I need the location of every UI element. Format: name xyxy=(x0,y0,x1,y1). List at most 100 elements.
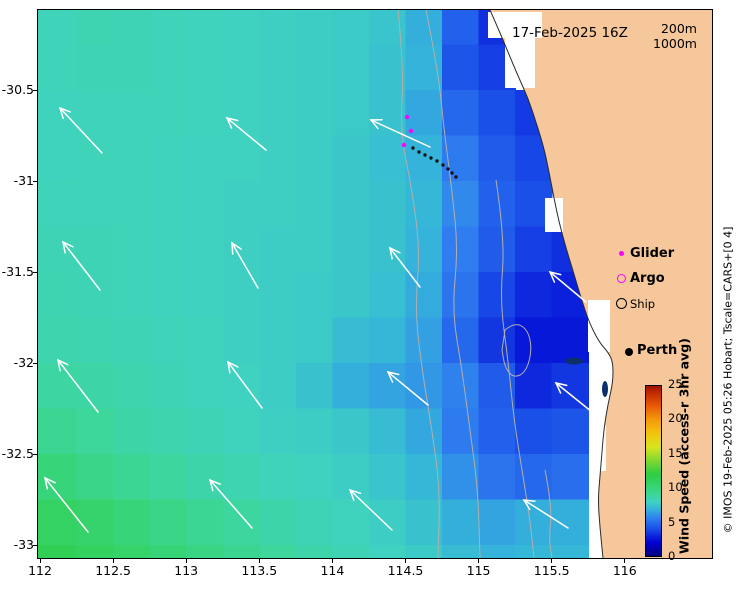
colorbar-tick-label: 20 xyxy=(668,411,683,426)
wind-arrow xyxy=(44,477,89,533)
y-tick-label: -31 xyxy=(13,173,34,188)
island xyxy=(602,381,608,397)
credit-text: © IMOS 19-Feb-2025 05:26 Hobart; Tscale=… xyxy=(721,226,735,534)
analysis-datetime: 17-Feb-2025 16Z xyxy=(512,25,628,41)
x-tick-mark xyxy=(478,559,480,563)
contour-label-1000m: 1000m xyxy=(653,36,697,51)
glider-track-dot xyxy=(450,171,454,175)
wind-arrow-head xyxy=(386,370,400,383)
wind-arrow-head xyxy=(369,118,383,130)
legend-item-glider: Glider xyxy=(612,241,674,266)
wind-arrow xyxy=(209,479,253,529)
glider-track-dot xyxy=(429,156,433,160)
x-tick-label: 112 xyxy=(28,563,52,578)
nodata-coastal-patch xyxy=(590,425,606,471)
wind-arrow-head xyxy=(208,478,221,492)
x-tick-mark xyxy=(331,559,333,563)
wind-speed-raster xyxy=(38,10,589,558)
wind-arrow xyxy=(387,371,429,406)
glider-track-dot xyxy=(423,153,427,157)
wind-vector-arrows xyxy=(43,106,593,533)
legend-label-glider: Glider xyxy=(630,246,675,261)
y-tick-label: -31.5 xyxy=(1,264,34,279)
x-tick-mark xyxy=(405,559,406,563)
x-tick-mark xyxy=(624,559,626,563)
map-canvas xyxy=(38,10,712,558)
y-tick-label: -33 xyxy=(13,537,34,552)
wind-arrow xyxy=(370,119,431,148)
legend-item-argo: Argo xyxy=(612,266,674,291)
wind-arrow-head xyxy=(348,488,362,502)
colorbar-tick-label: 25 xyxy=(668,377,683,391)
glider-marker-icon xyxy=(618,251,624,256)
glider-dot xyxy=(401,142,407,148)
perth-city-dot xyxy=(625,348,633,356)
contour-label-200m: 200m xyxy=(660,21,697,36)
nodata-coastal-patch xyxy=(588,300,610,352)
y-tick-mark xyxy=(33,544,37,546)
wind-arrow-head xyxy=(58,106,72,120)
wind-arrow xyxy=(555,382,593,413)
wind-arrow-head xyxy=(227,360,239,374)
y-tick-mark xyxy=(33,271,37,273)
x-tick-label: 114 xyxy=(320,563,345,578)
contour-depth-labels: 200m 1000m xyxy=(640,21,697,51)
glider-dot xyxy=(408,128,414,134)
y-tick-label: -32.5 xyxy=(1,446,34,461)
map-plot xyxy=(37,9,713,559)
x-tick-label: 113.5 xyxy=(241,563,278,578)
wind-arrow-head xyxy=(554,381,568,394)
glider-dot xyxy=(404,114,410,120)
glider-track-dot xyxy=(446,167,450,171)
legend-item-ship: Ship xyxy=(612,291,674,316)
y-tick-mark xyxy=(33,362,37,364)
island xyxy=(565,357,583,365)
legend-label-ship: Ship xyxy=(630,296,656,311)
ship-marker-icon xyxy=(615,298,627,309)
wind-arrow xyxy=(57,359,99,413)
wind-arrow-head xyxy=(231,241,242,255)
wind-arrow xyxy=(549,271,587,303)
observation-markers xyxy=(401,114,633,356)
coastline xyxy=(489,10,614,558)
colorbar-tick-label: 0 xyxy=(668,549,676,563)
wind-arrow-head xyxy=(43,476,56,490)
nodata-coastal-patch xyxy=(545,198,563,232)
glider-track-dot xyxy=(435,159,439,163)
x-tick-mark xyxy=(551,559,553,563)
glider-track-dot xyxy=(441,163,445,167)
y-tick-label: -32 xyxy=(13,355,34,370)
wind-arrow-head xyxy=(225,116,239,129)
glider-track-dot xyxy=(454,175,458,179)
x-tick-mark xyxy=(39,559,41,563)
x-tick-label: 114.5 xyxy=(387,563,424,578)
wind-arrow xyxy=(59,107,103,154)
x-tick-label: 115 xyxy=(466,563,491,578)
y-tick-mark xyxy=(33,453,37,455)
wind-arrow xyxy=(62,241,101,291)
wind-arrow xyxy=(389,247,421,288)
x-tick-mark xyxy=(258,559,260,563)
wind-arrow xyxy=(523,499,569,529)
x-tick-label: 113 xyxy=(174,563,199,578)
wind-arrow-head xyxy=(522,499,536,511)
wind-arrow xyxy=(227,361,263,409)
x-tick-label: 116 xyxy=(612,563,637,578)
perth-city-label: Perth xyxy=(637,343,678,358)
x-tick-label: 115.5 xyxy=(533,563,570,578)
wind-arrow xyxy=(226,117,267,151)
glider-track-dot xyxy=(411,146,415,150)
colorbar xyxy=(645,385,662,557)
y-tick-mark xyxy=(33,89,37,91)
wind-arrow-head xyxy=(388,246,401,260)
wind-arrow-head xyxy=(61,240,74,254)
glider-track-dot xyxy=(417,150,421,154)
x-tick-label: 112.5 xyxy=(95,563,131,578)
wind-arrow xyxy=(231,242,259,289)
colorbar-tick-label: 15 xyxy=(668,445,683,460)
argo-marker-icon xyxy=(616,274,626,283)
wind-arrow xyxy=(349,489,393,531)
colorbar-tick-label: 5 xyxy=(668,514,676,529)
legend: Glider Argo Ship xyxy=(612,241,674,316)
